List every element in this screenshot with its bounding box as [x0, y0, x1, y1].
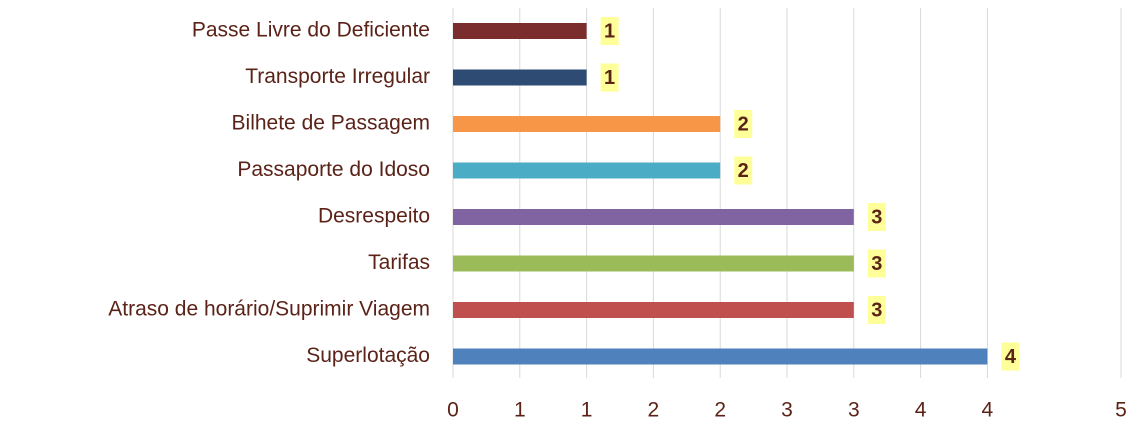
y-tick-label: Desrespeito	[318, 205, 430, 228]
x-tick-label: 1	[514, 399, 526, 422]
value-label-bg	[734, 156, 753, 185]
y-tick-label: Passe Livre do Deficiente	[192, 19, 430, 42]
x-tick-label: 1	[581, 399, 593, 422]
x-tick-label: 2	[714, 399, 726, 422]
bar	[453, 69, 587, 86]
y-tick-label: Atraso de horário/Suprimir Viagem	[108, 298, 430, 321]
x-tick-label: 2	[648, 399, 660, 422]
x-tick-label: 4	[915, 399, 927, 422]
x-tick-label: 0	[447, 399, 459, 422]
x-tick-label: 5	[1115, 399, 1127, 422]
value-label: 2	[738, 113, 749, 135]
y-tick-label: Superlotação	[306, 344, 430, 367]
value-label-bg	[867, 296, 886, 324]
value-label-bg	[867, 203, 886, 231]
bar	[453, 209, 854, 225]
y-tick-label: Passaporte do Idoso	[237, 158, 430, 181]
value-label: 3	[871, 206, 882, 228]
value-label-bg	[867, 249, 886, 278]
value-label: 2	[738, 160, 749, 182]
bar	[453, 302, 854, 318]
bar	[453, 348, 988, 365]
value-label-bg	[1001, 342, 1020, 371]
bar	[453, 23, 587, 39]
value-label-bg	[600, 63, 619, 92]
bar	[453, 255, 854, 272]
value-label: 1	[604, 67, 615, 89]
bar	[453, 162, 721, 179]
y-tick-label: Bilhete de Passagem	[232, 112, 430, 135]
value-label: 4	[1005, 346, 1017, 368]
y-tick-label: Transporte Irregular	[245, 65, 430, 88]
value-label: 3	[871, 253, 882, 275]
value-label: 3	[871, 299, 882, 321]
x-tick-label: 3	[781, 399, 793, 422]
x-tick-label: 3	[848, 399, 860, 422]
value-label-bg	[600, 17, 619, 45]
value-label: 1	[604, 20, 615, 42]
y-tick-label: Tarifas	[368, 251, 430, 274]
bar	[453, 116, 721, 132]
x-tick-label: 4	[982, 399, 994, 422]
value-label-bg	[734, 110, 753, 138]
